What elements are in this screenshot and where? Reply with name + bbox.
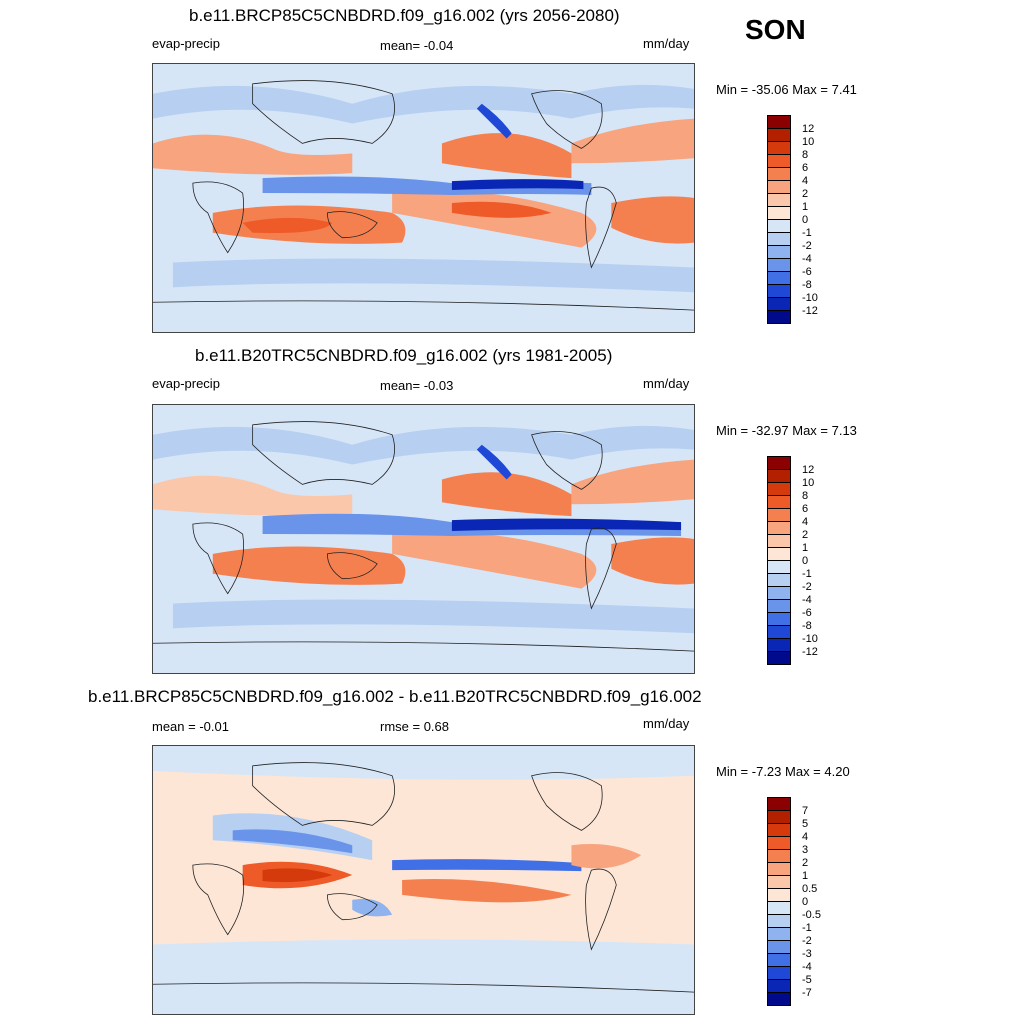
panel2-colorbar-tick: -8 [802,620,812,632]
panel1-units-label: mm/day [643,36,690,51]
panel3-colorbar-tick: -3 [802,948,812,960]
panel2-colorbar-tick: 6 [802,503,809,515]
panel1-colorbar [767,115,791,324]
panel1-minmax-label: Min = -35.06 Max = 7.41 [716,82,857,97]
panel1-colorbar-tick: -6 [802,266,812,278]
panel1-map [152,63,695,333]
panel2-map [152,404,695,674]
panel3-colorbar-tick: -0.5 [802,909,821,921]
panel1-colorbar-tick: -1 [802,227,812,239]
panel2-colorbar-tick: 10 [802,477,815,489]
panel3-colorbar-tick: 5 [802,818,809,830]
panel2-colorbar-tick: 1 [802,542,809,554]
panel3-rmse-label: rmse = 0.68 [380,719,450,734]
panel1-title: b.e11.BRCP85C5CNBDRD.f09_g16.002 (yrs 20… [189,6,620,25]
panel3-colorbar-tick: -4 [802,961,812,973]
panel3-colorbar-tick: 4 [802,831,809,843]
panel3-colorbar [767,797,791,1006]
panel3-colorbar-tick: 2 [802,857,809,869]
panel3-colorbar-tick: 7 [802,805,809,817]
panel1-colorbar-tick: -2 [802,240,812,252]
panel1-mean-label: mean= -0.04 [380,38,454,53]
panel1-colorbar-tick: -4 [802,253,812,265]
panel1-colorbar-tick: 1 [802,201,809,213]
panel2-colorbar-tick: 4 [802,516,809,528]
panel3-colorbar-tick: 1 [802,870,809,882]
season-label: SON [745,14,806,45]
panel2-units-label: mm/day [643,376,690,391]
panel1-colorbar-tick: 4 [802,175,809,187]
panel1-variable-label: evap-precip [152,36,220,51]
panel1-colorbar-tick: 0 [802,214,809,226]
panel1-colorbar-tick: 12 [802,123,815,135]
panel3-map [152,745,695,1015]
panel1-colorbar-tick: 2 [802,188,809,200]
panel2-minmax-label: Min = -32.97 Max = 7.13 [716,423,857,438]
panel2-colorbar-tick: -2 [802,581,812,593]
panel3-minmax-label: Min = -7.23 Max = 4.20 [716,764,850,779]
panel1-colorbar-tick: 10 [802,136,815,148]
panel3-colorbar-tick: -1 [802,922,812,934]
panel2-colorbar-tick: -4 [802,594,812,606]
panel3-colorbar-tick: 0 [802,896,809,908]
panel2-variable-label: evap-precip [152,376,220,391]
panel2-title: b.e11.B20TRC5CNBDRD.f09_g16.002 (yrs 198… [195,346,613,365]
panel3-units-label: mm/day [643,716,690,731]
panel3-colorbar-tick: 3 [802,844,809,856]
panel3-title: b.e11.BRCP85C5CNBDRD.f09_g16.002 - b.e11… [88,687,702,706]
panel3-colorbar-tick: -2 [802,935,812,947]
panel2-mean-label: mean= -0.03 [380,378,454,393]
panel1-colorbar-tick: -10 [802,292,818,304]
panel2-colorbar-tick: -10 [802,633,818,645]
panel3-mean-label: mean = -0.01 [152,719,229,734]
panel1-colorbar-tick: 6 [802,162,809,174]
panel3-colorbar-tick: 0.5 [802,883,818,895]
panel2-colorbar-tick: -12 [802,646,818,658]
panel2-colorbar [767,456,791,665]
panel2-colorbar-tick: 12 [802,464,815,476]
panel2-colorbar-tick: 8 [802,490,809,502]
panel3-colorbar-tick: -5 [802,974,812,986]
panel2-colorbar-tick: 0 [802,555,809,567]
panel2-colorbar-tick: -6 [802,607,812,619]
panel1-colorbar-tick: 8 [802,149,809,161]
panel1-colorbar-tick: -12 [802,305,818,317]
panel2-colorbar-tick: -1 [802,568,812,580]
panel1-colorbar-tick: -8 [802,279,812,291]
panel2-colorbar-tick: 2 [802,529,809,541]
panel3-colorbar-tick: -7 [802,987,812,999]
